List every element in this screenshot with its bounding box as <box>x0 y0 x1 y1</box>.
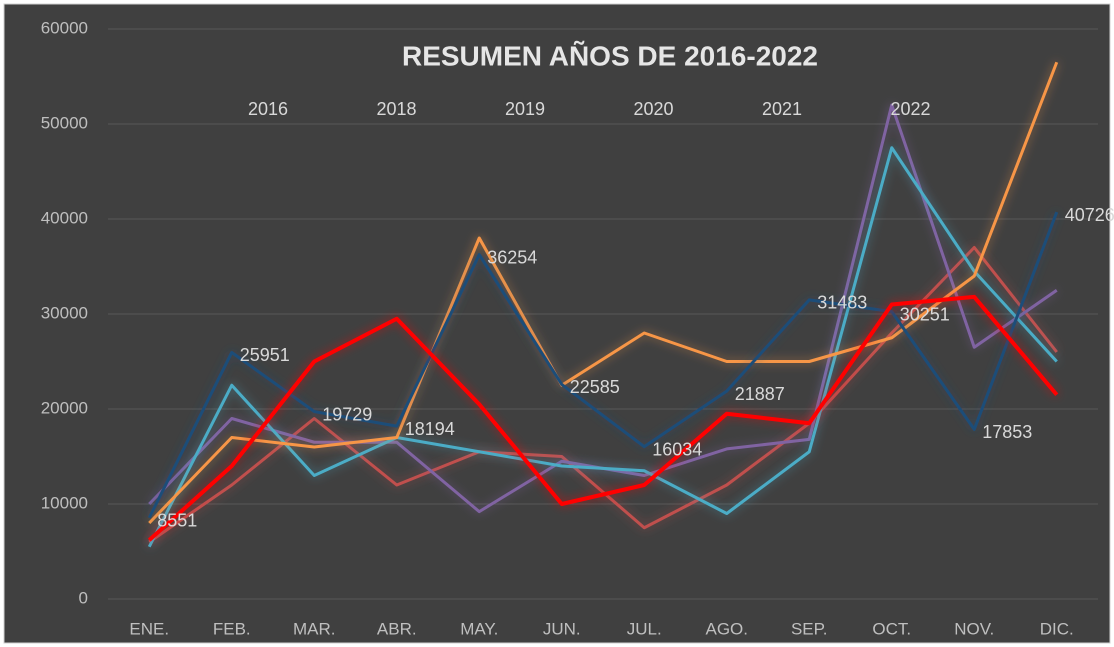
x-tick-label: MAY. <box>460 619 498 638</box>
x-tick-label: AGO. <box>705 619 748 638</box>
legend-label: 2021 <box>762 99 802 119</box>
data-label: 18194 <box>405 419 455 439</box>
x-tick-label: NOV. <box>954 619 994 638</box>
x-tick-label: JUL. <box>627 619 662 638</box>
legend-label: 2020 <box>634 99 674 119</box>
x-tick-label: ENE. <box>129 619 169 638</box>
legend-label: 2018 <box>377 99 417 119</box>
x-tick-label: MAR. <box>293 619 336 638</box>
x-tick-label: JUN. <box>543 619 581 638</box>
x-tick-label: DIC. <box>1040 619 1074 638</box>
series-line <box>148 246 1058 544</box>
data-label: 21887 <box>735 384 785 404</box>
y-tick-label: 20000 <box>41 398 88 417</box>
chart-background <box>3 3 1111 644</box>
y-tick-label: 50000 <box>41 113 88 132</box>
data-label: 40726 <box>1065 205 1114 225</box>
data-label: 36254 <box>487 247 537 267</box>
x-tick-label: ABR. <box>377 619 417 638</box>
x-tick-label: FEB. <box>213 619 251 638</box>
data-label: 31483 <box>817 293 867 313</box>
series-line <box>147 294 1059 542</box>
x-tick-label: OCT. <box>872 619 911 638</box>
data-label: 17853 <box>982 422 1032 442</box>
y-tick-label: 0 <box>79 588 88 607</box>
legend-label: 2022 <box>891 99 931 119</box>
data-label: 8551 <box>157 511 197 531</box>
y-tick-label: 30000 <box>41 303 88 322</box>
data-label: 16034 <box>652 439 702 459</box>
x-tick-label: SEP. <box>791 619 828 638</box>
series-line <box>147 146 1058 548</box>
series-line <box>148 61 1059 525</box>
y-tick-label: 60000 <box>41 18 88 37</box>
data-label: 25951 <box>240 345 290 365</box>
chart-title: RESUMEN AÑOS DE 2016-2022 <box>402 40 818 71</box>
legend-label: 2016 <box>248 99 288 119</box>
y-tick-label: 40000 <box>41 208 88 227</box>
series-line <box>147 211 1059 519</box>
legend-label: 2019 <box>505 99 545 119</box>
data-label: 22585 <box>570 377 620 397</box>
data-label: 19729 <box>322 404 372 424</box>
y-tick-label: 10000 <box>41 493 88 512</box>
data-label: 30251 <box>900 304 950 324</box>
